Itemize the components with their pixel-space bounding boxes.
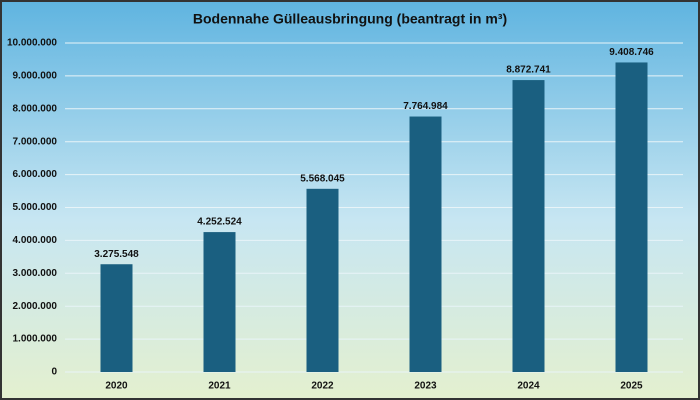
value-label: 9.408.746 [609,47,654,58]
x-tick-label: 2020 [105,381,128,392]
chart-title: Bodennahe Gülleausbringung (beantragt in… [193,11,507,27]
x-tick-label: 2023 [414,381,437,392]
bar [512,80,545,372]
y-tick-label: 6.000.000 [13,169,58,180]
bar [100,264,133,372]
value-label: 7.764.984 [403,101,448,112]
x-tick-label: 2024 [517,381,540,392]
bar [203,232,236,372]
y-tick-label: 5.000.000 [13,202,58,213]
value-label: 4.252.524 [197,217,242,228]
x-tick-label: 2021 [208,381,231,392]
y-tick-label: 10.000.000 [7,38,57,49]
x-tick-label: 2022 [311,381,334,392]
y-tick-label: 4.000.000 [13,235,58,246]
y-tick-label: 7.000.000 [13,136,58,147]
bar [615,62,648,372]
y-tick-label: 9.000.000 [13,71,58,82]
x-tick-label: 2025 [620,381,643,392]
value-label: 3.275.548 [94,249,139,260]
y-tick-label: 2.000.000 [13,301,58,312]
bar [306,188,339,372]
y-tick-label: 1.000.000 [13,334,58,345]
value-label: 8.872.741 [506,65,551,76]
value-label: 5.568.045 [300,173,345,184]
y-tick-label: 3.000.000 [13,268,58,279]
bar [409,116,442,372]
y-tick-label: 0 [51,367,57,378]
y-tick-label: 8.000.000 [13,103,58,114]
